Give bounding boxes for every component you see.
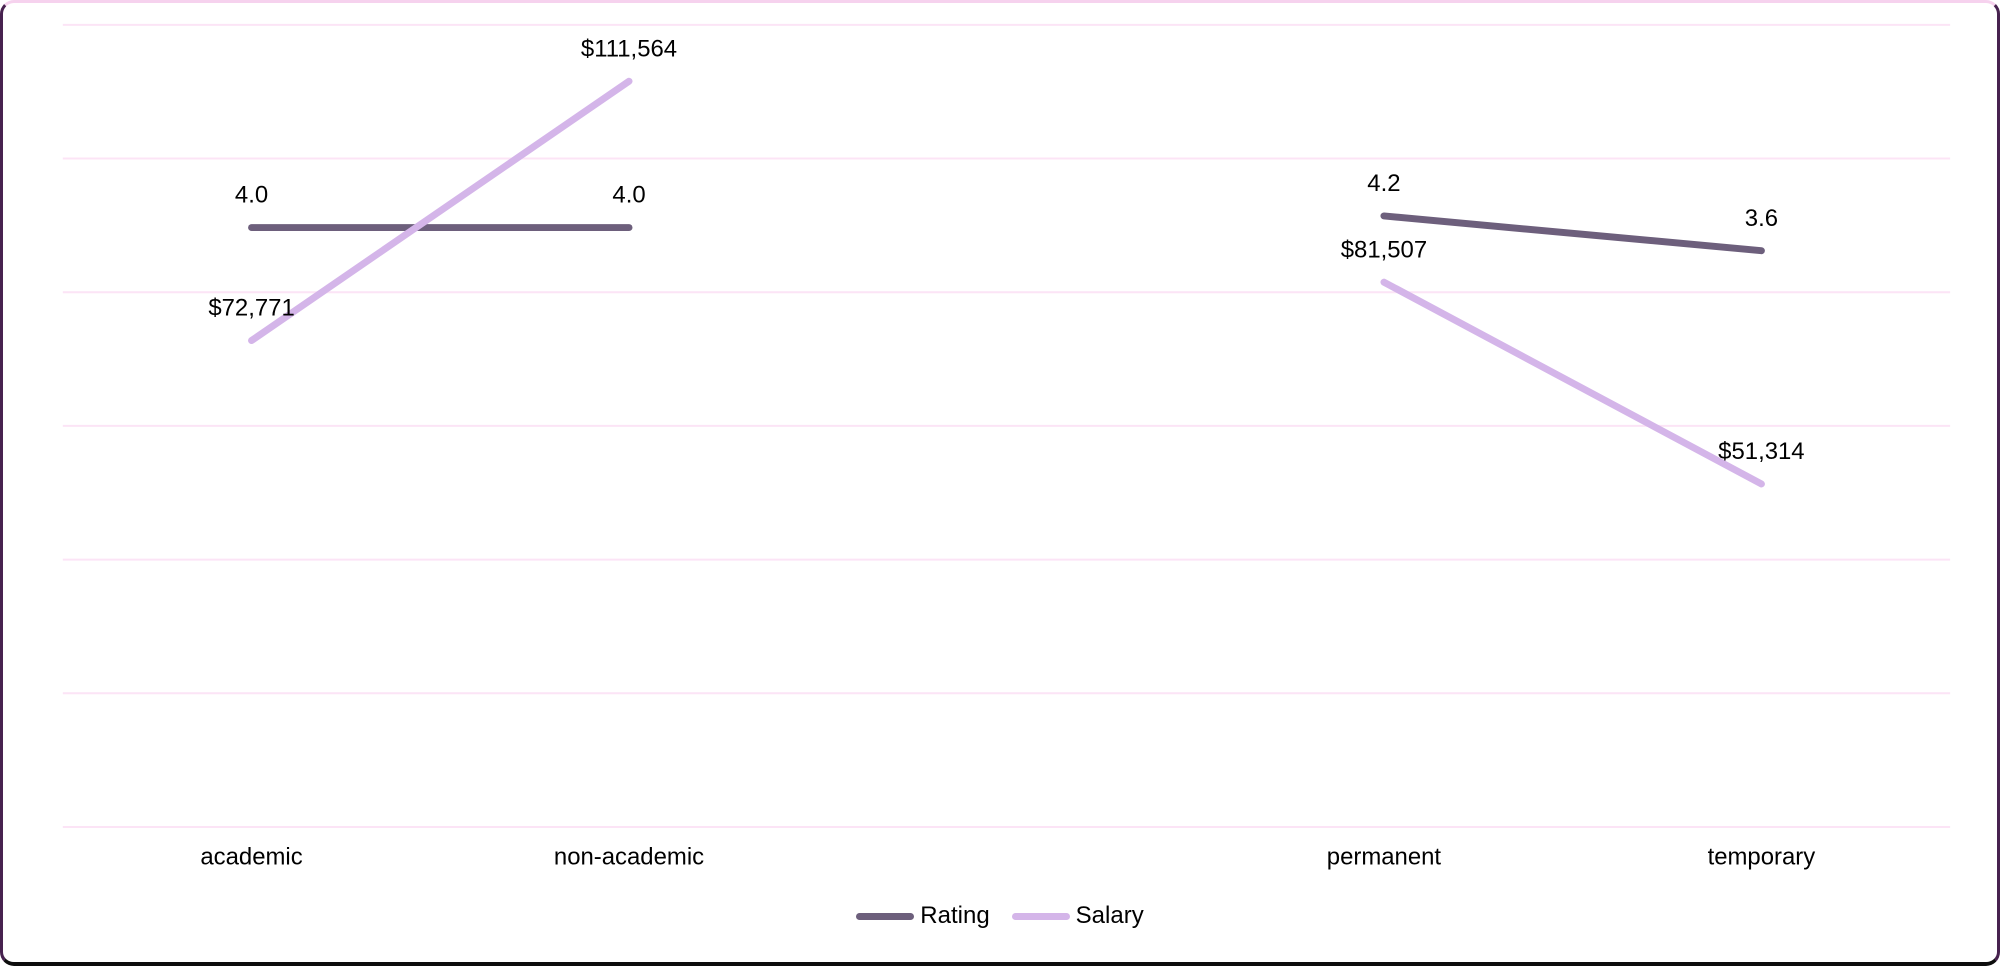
salary-legend-label: Salary xyxy=(1075,902,1144,929)
data-label: $51,314 xyxy=(1718,438,1804,465)
category-label-academic: academic xyxy=(200,844,302,871)
data-label: $111,564 xyxy=(581,35,677,62)
category-label-temporary: temporary xyxy=(1708,844,1816,871)
category-label-permanent: permanent xyxy=(1327,844,1442,871)
data-label: 4.2 xyxy=(1367,170,1400,197)
salary-line xyxy=(248,77,633,345)
legend-item-salary[interactable]: Salary xyxy=(1011,902,1144,929)
rating-line xyxy=(1380,212,1765,255)
legend: Rating Salary xyxy=(3,904,1997,928)
category-label-non-academic: non-academic xyxy=(554,844,704,871)
legend-item-rating[interactable]: Rating xyxy=(856,902,990,929)
data-label: 3.6 xyxy=(1745,205,1778,232)
salary-legend-swatch xyxy=(1011,912,1070,920)
rating-legend-swatch xyxy=(856,912,915,920)
salary-line xyxy=(1380,278,1765,488)
data-label: 4.0 xyxy=(612,182,645,209)
line-chart: 4.0 4.0 4.2 3.6 $72,771 $111,564 $81,507 $51,31… xyxy=(62,23,1951,871)
data-label: $72,771 xyxy=(208,295,294,322)
data-label: 4.0 xyxy=(235,182,268,209)
data-label: $81,507 xyxy=(1341,236,1427,263)
rating-legend-label: Rating xyxy=(920,902,990,929)
